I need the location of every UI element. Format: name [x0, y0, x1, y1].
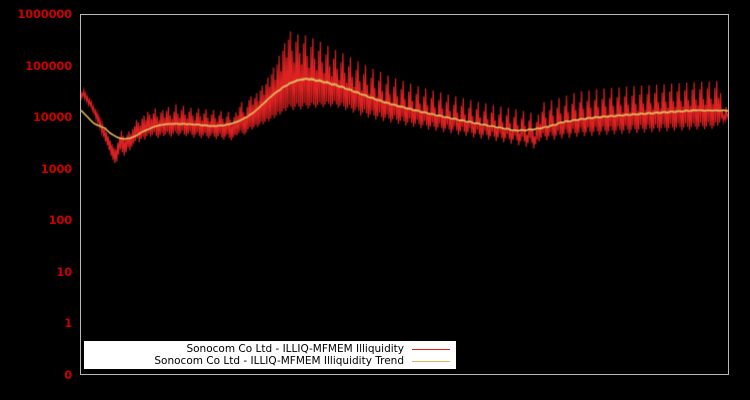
legend-swatch-illiquidity-trend	[412, 360, 450, 362]
y-axis-tick-label: 10000	[32, 110, 72, 125]
y-axis-tick-label: 100000	[25, 58, 72, 73]
y-axis-tick-label: 1000	[40, 161, 72, 176]
y-axis-tick-label: 0	[64, 368, 72, 382]
y-axis: 1000000 100000 10000 1000 100 10 1 0	[0, 0, 80, 400]
y-axis-tick-label: 100	[48, 213, 73, 228]
y-axis-tick-label: 10	[56, 264, 72, 279]
legend-item-illiquidity: Sonocom Co Ltd - ILLIQ-MFMEM Illiquidity	[84, 343, 456, 355]
legend-swatch-illiquidity	[412, 348, 450, 350]
plot-canvas	[81, 15, 728, 374]
y-axis-tick-label: 1000000	[17, 7, 72, 21]
legend-label-illiquidity-trend: Sonocom Co Ltd - ILLIQ-MFMEM Illiquidity…	[154, 355, 404, 367]
chart-legend: Sonocom Co Ltd - ILLIQ-MFMEM Illiquidity…	[84, 341, 456, 369]
plot-area	[80, 14, 729, 375]
legend-label-illiquidity: Sonocom Co Ltd - ILLIQ-MFMEM Illiquidity	[186, 343, 404, 355]
legend-item-illiquidity-trend: Sonocom Co Ltd - ILLIQ-MFMEM Illiquidity…	[84, 355, 456, 367]
y-axis-tick-label: 1	[64, 316, 72, 331]
